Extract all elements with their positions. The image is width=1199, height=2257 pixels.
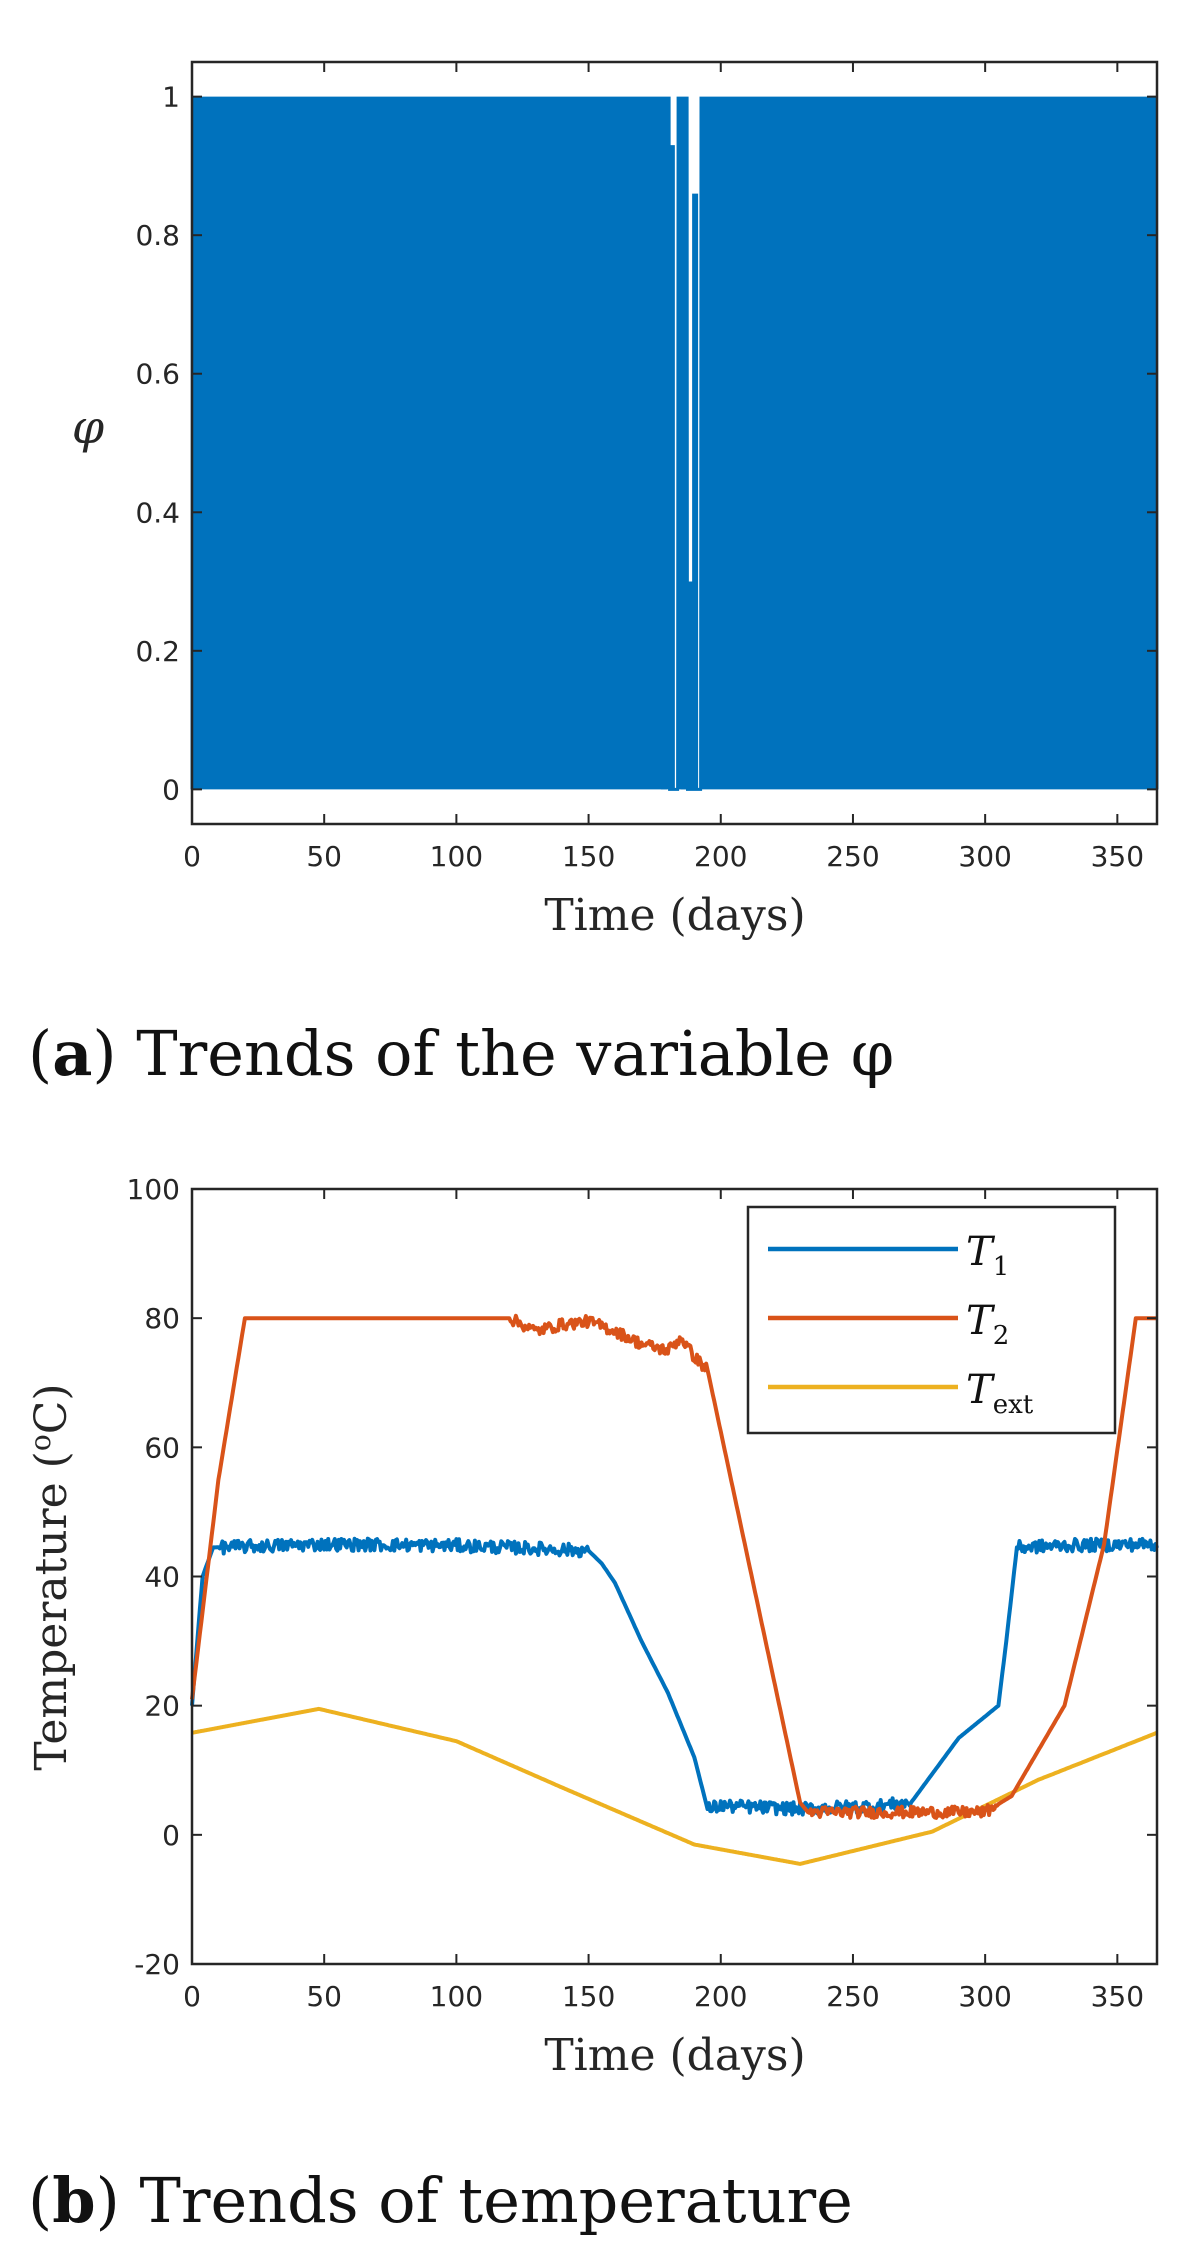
caption-b: (b) Trends of temperature (28, 2164, 853, 2237)
y-tick-label: -20 (134, 1948, 180, 1981)
x-tick-label: 0 (183, 840, 201, 873)
y-tick-label: 20 (144, 1690, 180, 1723)
y-tick-label: 80 (144, 1302, 180, 1335)
phi-y-ticks: 0 0.2 0.4 0.6 0.8 1 (135, 81, 1157, 806)
y-tick-label: 0 (162, 773, 180, 806)
temperature-legend: T1 T2 Text (746, 1205, 1117, 1435)
y-tick-label: 100 (127, 1173, 180, 1206)
y-tick-label: 0.8 (135, 219, 180, 252)
legend-label-t2: T2 (966, 1298, 1009, 1351)
y-tick-label: 0.4 (135, 496, 180, 529)
y-tick-label: 0.6 (135, 358, 180, 391)
x-tick-label: 0 (183, 1980, 201, 2013)
phi-x-ticks: 0 50 100 150 200 250 300 350 (183, 62, 1144, 873)
x-tick-label: 300 (958, 840, 1011, 873)
x-tick-label: 350 (1091, 1980, 1144, 2013)
x-tick-label: 150 (562, 840, 615, 873)
phi-x-axis-label: Time (days) (544, 890, 805, 941)
temperature-series-t1 (190, 1536, 1159, 1817)
y-tick-label: 0 (162, 1819, 180, 1852)
legend-label-text: Text (966, 1367, 1034, 1420)
ylabel-unit: C) (26, 1383, 77, 1434)
temperature-y-axis-label: Temperature (oC) (24, 1383, 77, 1770)
x-tick-label: 250 (826, 1980, 879, 2013)
phi-y-axis-label: φ (72, 400, 105, 454)
legend-entry-t1: T1 (768, 1229, 1009, 1282)
temperature-x-axis-label: Time (days) (544, 2030, 805, 2081)
x-tick-label: 50 (306, 1980, 342, 2013)
temperature-series-t2 (190, 1313, 1158, 1820)
caption-a-letter: a (52, 1017, 92, 1090)
x-tick-label: 50 (306, 840, 342, 873)
x-tick-label: 150 (562, 1980, 615, 2013)
x-tick-label: 250 (826, 840, 879, 873)
phi-axes-box (190, 60, 1159, 826)
x-tick-label: 200 (694, 840, 747, 873)
caption-a: (a) Trends of the variable φ (28, 1017, 894, 1090)
y-tick-label: 0.2 (135, 635, 180, 668)
ylabel-unit-sup: o (24, 1434, 57, 1451)
temperature-x-ticks: 0 50 100 150 200 250 300 350 (183, 1189, 1144, 2013)
caption-b-letter: b (52, 2164, 95, 2237)
y-tick-label: 60 (144, 1431, 180, 1464)
legend-label-t1: T1 (966, 1229, 1009, 1282)
x-tick-label: 350 (1091, 840, 1144, 873)
temperature-y-ticks: -20 0 20 40 60 80 100 (127, 1173, 1157, 1981)
y-tick-label: 1 (162, 81, 180, 114)
legend-entry-t2: T2 (768, 1298, 1009, 1351)
caption-a-text: Trends of the variable φ (136, 1017, 894, 1090)
caption-b-text: Trends of temperature (139, 2164, 852, 2237)
x-tick-label: 100 (430, 840, 483, 873)
temperature-series-text (191, 1706, 1158, 1866)
x-tick-label: 300 (958, 1980, 1011, 2013)
ylabel-main: Temperature ( (26, 1451, 77, 1770)
legend-entry-text: Text (768, 1367, 1034, 1420)
x-tick-label: 200 (694, 1980, 747, 2013)
panel-a: 0 0.2 0.4 0.6 0.8 1 0 50 100 150 200 250 300 350 Tim… (28, 60, 1159, 1090)
x-tick-label: 100 (430, 1980, 483, 2013)
temperature-plot-area (190, 1313, 1159, 1866)
y-tick-label: 40 (144, 1561, 180, 1594)
phi-plot-area (190, 96, 1159, 791)
phi-series-line (190, 96, 1159, 791)
